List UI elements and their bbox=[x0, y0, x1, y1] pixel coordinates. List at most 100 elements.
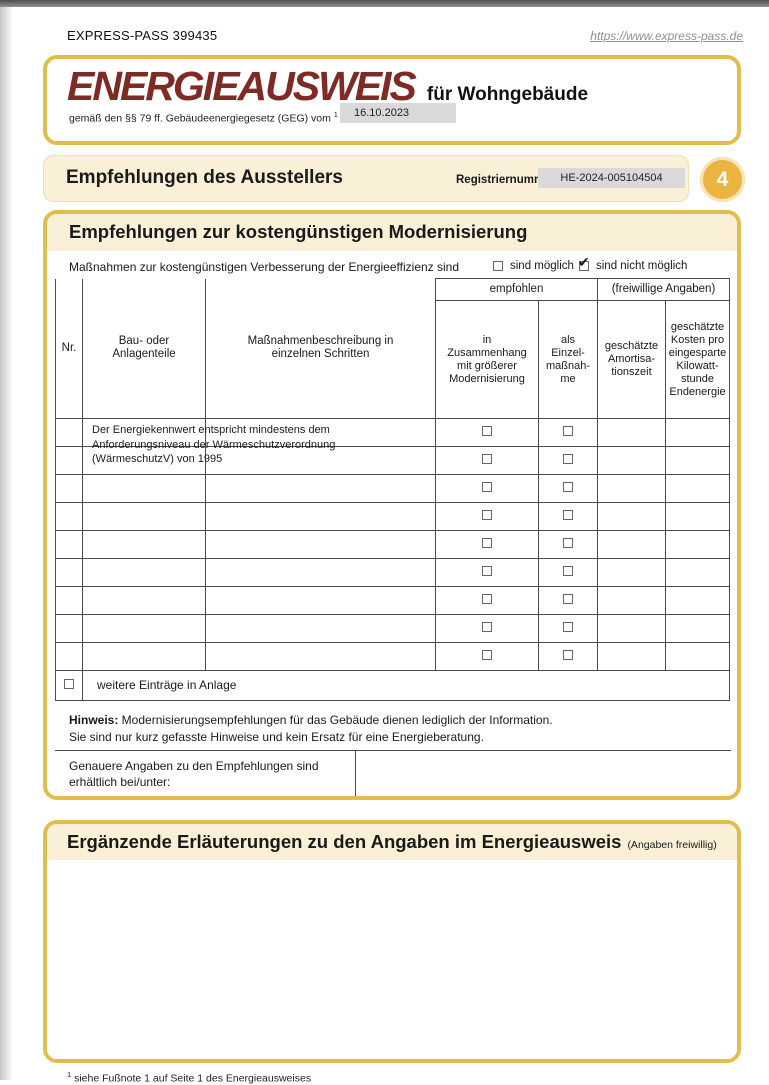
footnote-text: siehe Fußnote 1 auf Seite 1 des Energiea… bbox=[74, 1072, 312, 1085]
document-subtitle: für Wohngebäude bbox=[426, 84, 589, 105]
empfohlen-einzel-checkbox[interactable] bbox=[563, 425, 573, 436]
empfohlen-zusammenhang-checkbox[interactable] bbox=[482, 453, 492, 464]
cell-massnahme bbox=[205, 586, 436, 615]
possible-checkbox[interactable] bbox=[493, 261, 503, 271]
empfohlen-zusammenhang-checkbox[interactable] bbox=[482, 621, 492, 632]
cell-zusammenhang bbox=[435, 586, 539, 615]
cell-einzelmassnahme bbox=[538, 530, 598, 559]
header-nr: Nr. bbox=[55, 278, 83, 419]
document-title: ENERGIEAUSWEIS bbox=[67, 63, 417, 109]
cell-bauteile bbox=[82, 530, 206, 559]
cell-massnahme bbox=[205, 642, 436, 671]
more-entries-label: weitere Einträge in Anlage bbox=[82, 670, 730, 701]
table-row bbox=[55, 418, 730, 447]
cell-bauteile bbox=[82, 642, 206, 671]
title-box: ENERGIEAUSWEIS für Wohngebäude gemäß den… bbox=[43, 55, 741, 145]
cell-zusammenhang bbox=[435, 418, 539, 447]
empfohlen-einzel-checkbox[interactable] bbox=[563, 453, 573, 464]
cell-kosten bbox=[665, 642, 730, 671]
cell-amortisation bbox=[597, 642, 666, 671]
issuer-url-link[interactable]: https://www.express-pass.de bbox=[590, 29, 743, 43]
empfohlen-einzel-checkbox[interactable] bbox=[563, 593, 573, 604]
table-row bbox=[55, 614, 730, 643]
empfohlen-zusammenhang-checkbox[interactable] bbox=[482, 481, 492, 492]
cell-einzelmassnahme bbox=[538, 558, 598, 587]
table-row bbox=[55, 642, 730, 671]
cell-einzelmassnahme bbox=[538, 614, 598, 643]
header-massnahme: Maßnahmenbeschreibung in einzelnen Schri… bbox=[205, 278, 436, 419]
cell-einzelmassnahme bbox=[538, 586, 598, 615]
empfohlen-einzel-checkbox[interactable] bbox=[563, 649, 573, 660]
details-source-field[interactable] bbox=[365, 755, 725, 793]
cell-amortisation bbox=[597, 558, 666, 587]
not-possible-checkbox[interactable] bbox=[578, 254, 590, 271]
header-bauteile: Bau- oder Anlagenteile bbox=[82, 278, 206, 419]
modernization-title: Empfehlungen zur kostengünstigen Moderni… bbox=[69, 221, 528, 242]
law-footnote-marker: 1 bbox=[333, 110, 338, 119]
cell-zusammenhang bbox=[435, 530, 539, 559]
cell-bauteile bbox=[82, 586, 206, 615]
cell-amortisation bbox=[597, 530, 666, 559]
supplementary-title: Ergänzende Erläuterungen zu den Angaben … bbox=[67, 831, 622, 852]
modernization-box: Empfehlungen zur kostengünstigen Moderni… bbox=[43, 210, 741, 800]
cell-amortisation bbox=[597, 586, 666, 615]
table-row bbox=[55, 558, 730, 587]
empfohlen-zusammenhang-checkbox[interactable] bbox=[482, 593, 492, 604]
header-einzelmassnahme: als Einzel- maßnah- me bbox=[538, 300, 598, 419]
cell-nr bbox=[55, 474, 83, 503]
cell-nr bbox=[55, 558, 83, 587]
cell-amortisation bbox=[597, 418, 666, 447]
empfohlen-zusammenhang-checkbox[interactable] bbox=[482, 425, 492, 436]
page-left-edge-shadow bbox=[0, 7, 13, 1080]
cell-zusammenhang bbox=[435, 502, 539, 531]
more-entries-checkbox[interactable] bbox=[64, 678, 74, 689]
cell-kosten bbox=[665, 586, 730, 615]
table-row bbox=[55, 586, 730, 615]
header-kosten: geschätzte Kosten pro eingesparte Kilowa… bbox=[665, 300, 730, 419]
law-reference-text: gemäß den §§ 79 ff. Gebäudeenergiegesetz… bbox=[69, 112, 331, 125]
modernization-header-band: Empfehlungen zur kostengünstigen Moderni… bbox=[47, 214, 737, 251]
empfohlen-zusammenhang-checkbox[interactable] bbox=[482, 565, 492, 576]
more-entries-row: weitere Einträge in Anlage bbox=[55, 670, 730, 701]
group-header-freiwillig: (freiwillige Angaben) bbox=[597, 278, 730, 301]
cell-einzelmassnahme bbox=[538, 642, 598, 671]
page-number: 4 bbox=[716, 167, 729, 191]
first-recommendation-text: Der Energiekennwert entspricht mindesten… bbox=[92, 424, 336, 465]
empfohlen-einzel-checkbox[interactable] bbox=[563, 621, 573, 632]
cell-massnahme bbox=[205, 474, 436, 503]
cell-nr bbox=[55, 642, 83, 671]
hinweis-note: Hinweis: Modernisierungsempfehlungen für… bbox=[69, 712, 719, 746]
cell-kosten bbox=[665, 558, 730, 587]
empfohlen-zusammenhang-checkbox[interactable] bbox=[482, 537, 492, 548]
empfohlen-einzel-checkbox[interactable] bbox=[563, 481, 573, 492]
cell-zusammenhang bbox=[435, 558, 539, 587]
document-id-label: EXPRESS-PASS 399435 bbox=[67, 28, 218, 43]
cell-zusammenhang bbox=[435, 642, 539, 671]
details-source-label: Genauere Angaben zu den Empfehlungen sin… bbox=[69, 759, 319, 789]
supplementary-title-suffix: (Angaben freiwillig) bbox=[627, 839, 717, 851]
supplementary-header-band: Ergänzende Erläuterungen zu den Angaben … bbox=[47, 824, 737, 860]
footnote-marker: 1 bbox=[67, 1070, 72, 1079]
recommendations-table: Nr. Bau- oder Anlagenteile Maßnahmenbesc… bbox=[55, 278, 731, 701]
empfohlen-zusammenhang-checkbox[interactable] bbox=[482, 509, 492, 520]
geg-date-field[interactable]: 16.10.2023 bbox=[340, 103, 456, 123]
details-source-box: Genauere Angaben zu den Empfehlungen sin… bbox=[55, 750, 731, 796]
possible-label: sind möglich bbox=[510, 260, 574, 272]
hinweis-label: Hinweis: bbox=[69, 713, 119, 727]
hinweis-line2: Sie sind nur kurz gefasste Hinweise und … bbox=[69, 730, 484, 744]
cell-bauteile bbox=[82, 474, 206, 503]
details-divider bbox=[355, 751, 356, 796]
cell-massnahme bbox=[205, 558, 436, 587]
empfohlen-einzel-checkbox[interactable] bbox=[563, 537, 573, 548]
cell-bauteile bbox=[82, 558, 206, 587]
empfohlen-einzel-checkbox[interactable] bbox=[563, 509, 573, 520]
hinweis-line1: Modernisierungsempfehlungen für das Gebä… bbox=[118, 713, 553, 727]
empfohlen-einzel-checkbox[interactable] bbox=[563, 565, 573, 576]
empfohlen-zusammenhang-checkbox[interactable] bbox=[482, 649, 492, 660]
header-zusammenhang: in Zusammenhang mit größerer Modernisier… bbox=[435, 300, 539, 419]
cell-einzelmassnahme bbox=[538, 418, 598, 447]
registration-number-field[interactable]: HE-2024-005104504 bbox=[538, 168, 685, 188]
cell-nr bbox=[55, 530, 83, 559]
cell-zusammenhang bbox=[435, 614, 539, 643]
modernization-intro-text: Maßnahmen zur kostengünstigen Verbesseru… bbox=[69, 260, 460, 274]
